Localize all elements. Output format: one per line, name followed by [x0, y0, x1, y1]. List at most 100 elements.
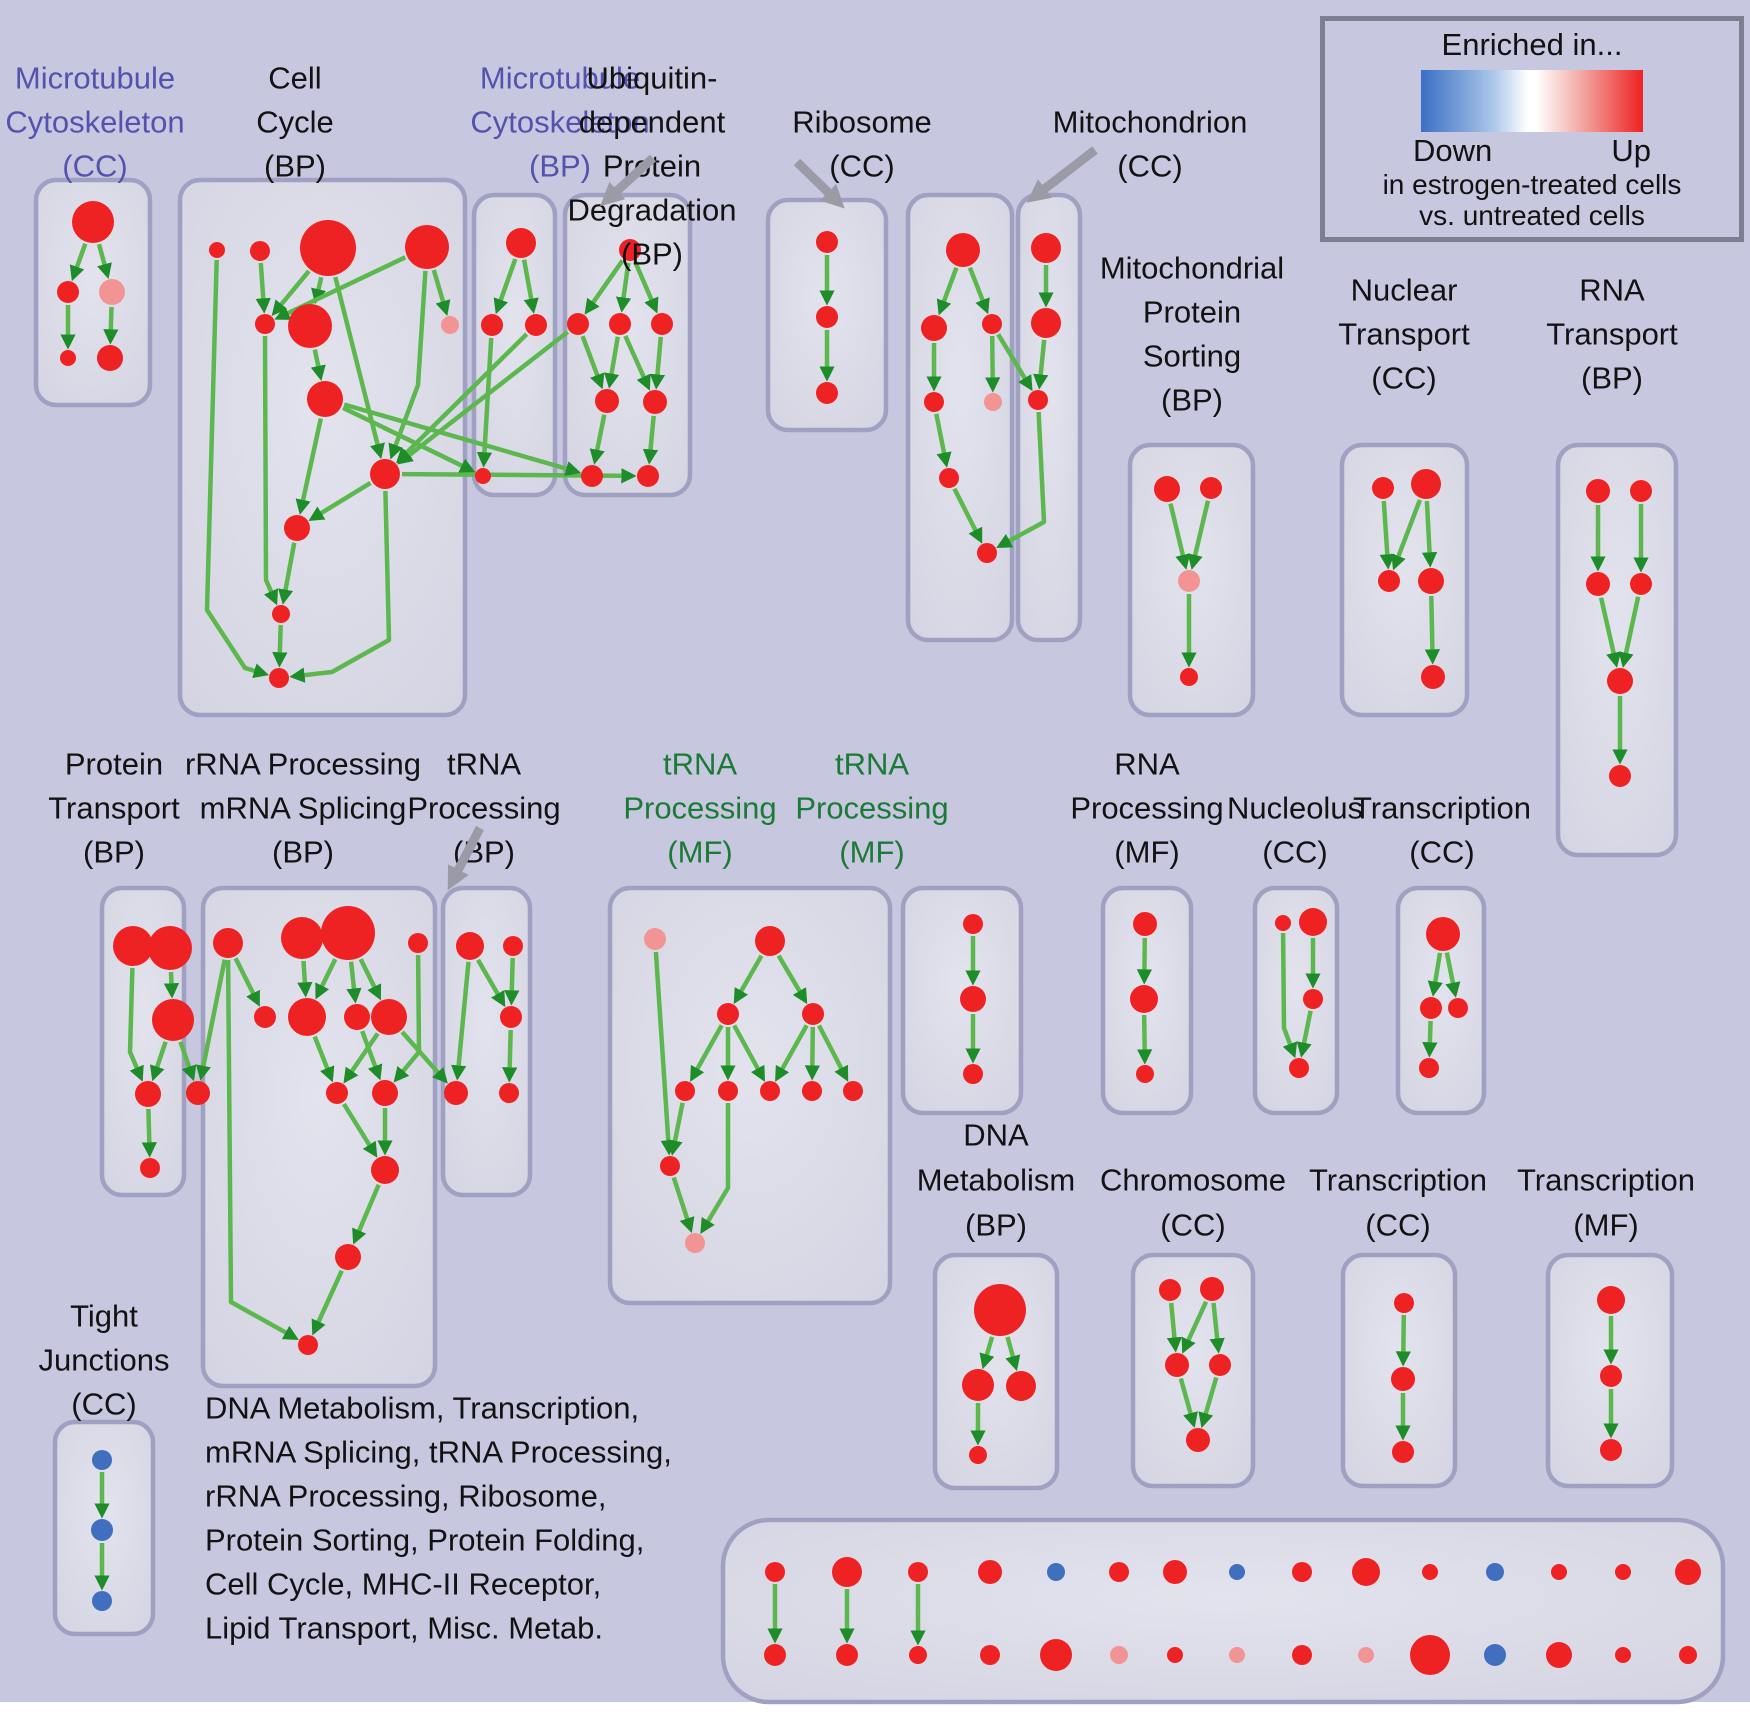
edge	[623, 334, 651, 391]
gene-set-node-c1	[209, 242, 225, 258]
shared-terms-line: rRNA Processing, Ribosome,	[205, 1479, 606, 1514]
cell-cycle-bp-box	[177, 177, 468, 718]
edge	[649, 336, 666, 390]
transcription-cc-label-line: (CC)	[1409, 835, 1474, 870]
gene-set-node	[1163, 1560, 1187, 1584]
edge	[272, 624, 288, 668]
gene-set-node	[1229, 1647, 1245, 1663]
edge	[163, 971, 180, 999]
gene-set-node-u3	[609, 313, 631, 335]
edge	[397, 330, 570, 465]
gene-set-node-g2	[281, 917, 323, 959]
gene-set-node	[1551, 1564, 1567, 1580]
edge	[667, 1102, 685, 1156]
gene-set-node-j3	[92, 1591, 112, 1611]
edge	[400, 1030, 448, 1084]
gene-set-node-h3	[717, 1003, 739, 1025]
tight-junctions-cc-label-line: Tight	[70, 1299, 138, 1334]
gene-set-node	[1358, 1647, 1374, 1663]
edge	[804, 1026, 820, 1081]
gene-set-node-p1	[1154, 476, 1180, 502]
gene-set-node-tm1	[1597, 1286, 1625, 1314]
dna-metabolism-bp-label-line: DNA	[963, 1118, 1029, 1153]
edge	[1137, 1014, 1153, 1065]
cell-cycle-bp-label-line: Cycle	[256, 105, 334, 140]
edge	[388, 270, 428, 460]
gene-set-node-j1	[92, 1450, 112, 1470]
tight-junctions-cc-label: Tight Junctions (CC)	[39, 1299, 170, 1422]
gene-set-node-tm2	[1600, 1365, 1622, 1387]
gene-set-node-g9	[326, 1082, 348, 1104]
gene-set-node	[832, 1557, 862, 1587]
nucleolus-cc-label-line: (CC)	[1262, 835, 1327, 870]
gene-set-node-c9	[370, 459, 400, 489]
gene-set-node-d2	[962, 1369, 994, 1401]
legend-context-line1: in estrogen-treated cells	[1382, 169, 1682, 200]
gene-set-node-x3	[1448, 998, 1468, 1018]
nucleolus-cc-label-line: Nucleolus	[1227, 791, 1363, 826]
gene-set-node-tm3	[1600, 1439, 1622, 1461]
edge	[1598, 597, 1622, 668]
gene-set-node-n1	[1372, 477, 1394, 499]
edge	[996, 333, 1033, 392]
trna-processing-mf-small-label-line: tRNA	[835, 747, 909, 782]
gene-set-node-u6	[643, 390, 667, 414]
gene-set-node-g6	[288, 998, 326, 1036]
edge	[127, 967, 144, 1082]
gene-set-node-m2	[57, 281, 79, 303]
mitochondrial-protein-sorting-bp-label-line: Mitochondrial	[1100, 251, 1284, 286]
microtubule-cytoskeleton-bp-label: Microtubule Cytoskeleton (BP)	[470, 61, 649, 184]
mitochondrion-cc-label-line: Mitochondrion	[1053, 105, 1248, 140]
nuclear-transport-cc-label-line: Nuclear	[1351, 273, 1458, 308]
edge	[936, 267, 959, 316]
gene-set-node-h5	[675, 1081, 695, 1101]
gene-set-node-c7	[441, 316, 459, 334]
transcription-mf-label: Transcription (MF)	[1517, 1163, 1695, 1243]
gene-set-node-r1	[946, 233, 980, 267]
edge	[642, 415, 659, 465]
gene-set-node-d3	[1006, 1371, 1036, 1401]
edge	[96, 243, 112, 280]
gene-set-node	[764, 1644, 786, 1666]
edge	[584, 259, 625, 315]
cell-cycle-bp-label: Cell Cycle (BP)	[256, 61, 334, 184]
gene-set-node-n4	[1418, 568, 1444, 594]
gene-set-node	[980, 1645, 1000, 1665]
edge	[1136, 937, 1153, 985]
edge	[504, 957, 520, 1006]
edge	[1168, 503, 1191, 570]
protein-transport-bp-label-line: (BP)	[83, 835, 145, 870]
microtubule-cytoskeleton-cc-label-line: Cytoskeleton	[5, 105, 184, 140]
gene-set-node-pt3	[152, 999, 194, 1041]
edge	[358, 958, 382, 1001]
nucleolus-cc-box	[1252, 885, 1340, 1116]
gene-set-node-t3	[525, 314, 547, 336]
gene-set-node-n2	[1411, 469, 1441, 499]
chromosome-cc-label-line: (CC)	[1160, 1208, 1225, 1243]
gene-set-node-mi1	[1031, 233, 1061, 263]
gene-set-node-q4	[1630, 573, 1652, 595]
edge	[996, 411, 1047, 548]
edge	[360, 1030, 383, 1081]
ubiquitin-degradation-bp-label-line: (BP)	[621, 237, 683, 272]
dna-metabolism-bp-label-line: Metabolism	[917, 1163, 1076, 1198]
mitochondrial-protein-sorting-bp-label: Mitochondrial Protein Sorting (BP)	[1100, 251, 1284, 418]
edge	[1296, 1010, 1313, 1058]
trna-processing-bp-label-line: tRNA	[447, 747, 521, 782]
gene-set-node-q1	[1586, 479, 1610, 503]
transcription-mf-label-line: Transcription	[1517, 1163, 1695, 1198]
gene-set-node-c10	[284, 515, 310, 541]
edge	[343, 402, 582, 476]
transcription-cc-2-label-line: (CC)	[1365, 1208, 1430, 1243]
gene-set-node	[1410, 1635, 1450, 1675]
edge	[262, 335, 279, 606]
gene-set-node-m5	[97, 345, 123, 371]
gene-set-node-u4	[651, 313, 673, 335]
edge	[341, 1102, 378, 1158]
gene-set-node-mi3	[1028, 390, 1048, 410]
chromosome-cc-box	[1130, 1252, 1256, 1489]
gene-set-node-c2	[250, 241, 270, 261]
microtubule-cytoskeleton-cc-label-line: (CC)	[62, 149, 127, 184]
nuclear-transport-cc-label-line: (CC)	[1371, 361, 1436, 396]
rna-processing-mf-label-line: RNA	[1114, 747, 1180, 782]
